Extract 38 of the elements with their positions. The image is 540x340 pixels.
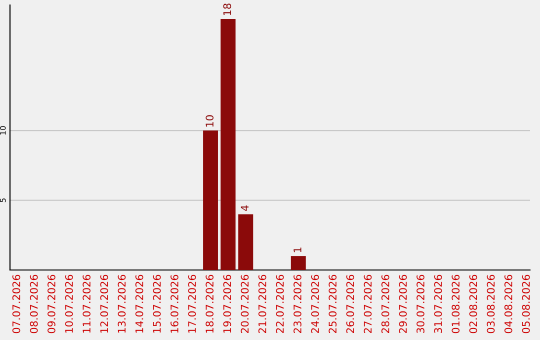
x-tick-label: 31.07.2026 (434, 274, 442, 334)
bar (220, 18, 236, 270)
data-label: 4 (240, 205, 249, 211)
x-tick-label: 07.07.2026 (12, 274, 20, 334)
x-tick-label: 15.07.2026 (152, 274, 161, 333)
x-tick-label: 17.07.2026 (188, 274, 196, 333)
x-tick-label: 26.07.2026 (346, 274, 354, 334)
x-tick-label: 21.07.2026 (258, 274, 266, 334)
x-tick-label: 27.07.2026 (364, 274, 372, 334)
bar (203, 130, 218, 270)
x-tick-label: 03.08.2026 (486, 274, 495, 334)
x-tick-label: 19.07.2026 (223, 274, 232, 333)
x-tick-label: 29.07.2026 (398, 274, 407, 334)
x-tick-label: 01.08.2026 (452, 274, 460, 334)
x-tick-label: 11.07.2026 (82, 274, 91, 333)
x-tick-label: 13.07.2026 (118, 274, 126, 333)
x-tick-label: 14.07.2026 (135, 274, 144, 333)
bar (290, 256, 306, 270)
x-tick-label: 30.07.2026 (416, 274, 424, 334)
x-tick-label: 18.07.2026 (206, 274, 214, 333)
x-tick-label: 28.07.2026 (381, 274, 390, 334)
x-tick-label: 09.07.2026 (47, 274, 56, 334)
x-tick-label: 10.07.2026 (65, 274, 73, 333)
x-tick-label: 24.07.2026 (311, 274, 319, 334)
x-tick-label: 04.08.2026 (504, 274, 512, 334)
data-label: 18 (223, 4, 232, 16)
data-label: 10 (206, 115, 214, 127)
x-tick-label: 12.07.2026 (100, 274, 108, 333)
x-tick-label: 23.07.2026 (294, 274, 302, 334)
x-tick-label: 25.07.2026 (328, 274, 337, 334)
x-tick-label: 20.07.2026 (240, 274, 249, 334)
x-tick-label: 05.08.2026 (522, 274, 530, 334)
x-tick-label: 22.07.2026 (276, 274, 284, 334)
data-label: 1 (294, 248, 302, 252)
x-tick-label: 02.08.2026 (469, 274, 478, 334)
x-tick-label: 08.07.2026 (30, 274, 38, 334)
x-tick-label: 16.07.2026 (170, 274, 178, 333)
bar (238, 214, 254, 270)
